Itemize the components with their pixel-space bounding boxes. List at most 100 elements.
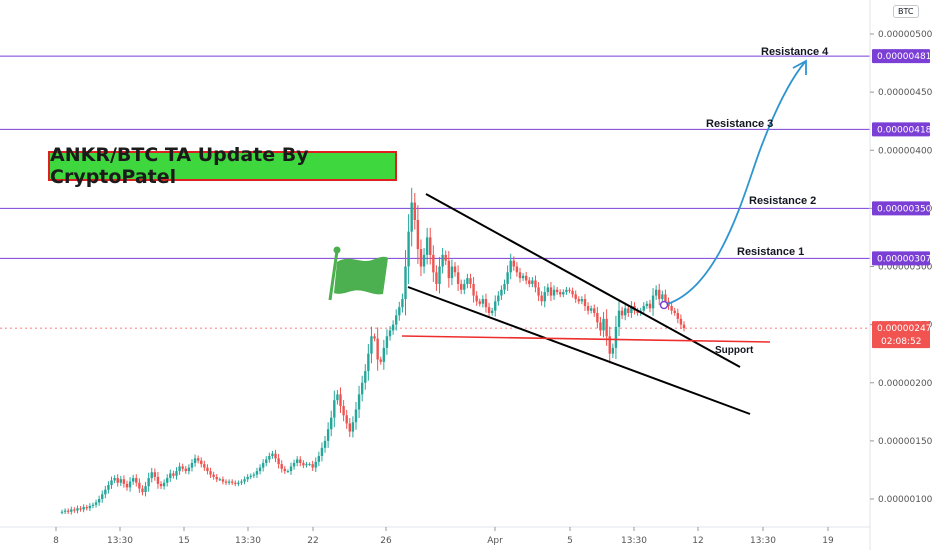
candle-body xyxy=(373,336,376,339)
candle xyxy=(125,480,129,491)
candle-body xyxy=(172,473,175,476)
resistance-1-price-tag xyxy=(872,251,930,266)
x-tick-label: 22 xyxy=(307,536,318,546)
support-line[interactable] xyxy=(401,335,771,343)
x-tick-label: 26 xyxy=(380,536,392,546)
candle-body xyxy=(654,289,658,296)
candle xyxy=(333,390,336,428)
chart-title: ANKR/BTC TA Update By CryptoPatel xyxy=(48,144,397,188)
candle xyxy=(187,464,191,475)
candle-body xyxy=(441,254,444,267)
candle-body xyxy=(184,468,187,472)
candle xyxy=(580,296,584,305)
candle xyxy=(630,301,633,318)
candle-body xyxy=(212,474,215,477)
candle xyxy=(487,302,491,318)
candle xyxy=(596,307,599,329)
x-tick-label: 5 xyxy=(567,536,573,546)
x-tick-label: 8 xyxy=(53,536,59,546)
candle xyxy=(107,481,110,494)
candle-body xyxy=(518,272,522,279)
candle xyxy=(73,507,76,513)
candle-body xyxy=(410,202,413,232)
candle-body xyxy=(422,254,426,267)
candle xyxy=(342,400,345,422)
candle xyxy=(562,289,565,298)
candle xyxy=(617,301,621,337)
candle xyxy=(648,299,652,313)
y-tick-label: 0.00000450 xyxy=(878,88,932,98)
candle-body xyxy=(370,336,373,354)
candle xyxy=(651,288,655,316)
projection-arrow[interactable] xyxy=(663,61,806,306)
candle-body xyxy=(215,476,218,480)
candle xyxy=(113,475,116,484)
candle-body xyxy=(268,455,271,460)
candle-body xyxy=(190,462,194,468)
candle xyxy=(283,465,287,474)
candle xyxy=(407,214,410,284)
x-tick-label: 15 xyxy=(178,536,189,546)
candle-body xyxy=(258,467,262,472)
x-tick-label: Apr xyxy=(487,536,503,546)
candle-body xyxy=(339,394,342,406)
candle-body xyxy=(342,406,345,416)
candle-body xyxy=(320,447,324,456)
candle-body xyxy=(162,482,166,487)
candle xyxy=(435,265,438,291)
candle xyxy=(484,293,488,313)
candle xyxy=(144,481,147,497)
candle xyxy=(559,289,562,298)
candle xyxy=(193,454,197,467)
candle xyxy=(524,271,528,285)
candle xyxy=(252,472,256,479)
wedge-upper-line[interactable] xyxy=(425,193,741,368)
candle-body xyxy=(528,280,531,284)
candle xyxy=(305,461,308,468)
candle-body xyxy=(110,480,113,486)
x-tick-label: 13:30 xyxy=(750,536,776,546)
candle xyxy=(367,344,370,381)
candle xyxy=(555,286,559,295)
candle-body xyxy=(88,505,92,509)
candle-body xyxy=(497,295,500,302)
candle xyxy=(317,451,321,467)
candle-body xyxy=(608,336,611,354)
candle xyxy=(599,316,602,336)
candle-body xyxy=(70,509,73,512)
resistance-4-label: Resistance 4 xyxy=(761,46,829,58)
candle xyxy=(147,472,150,492)
wedge-lower-line[interactable] xyxy=(407,286,751,415)
resistance-2-price-text: 0.00000350 xyxy=(877,204,932,214)
candle xyxy=(611,343,615,359)
candle xyxy=(308,462,311,466)
candle-body xyxy=(187,467,191,472)
candle-body xyxy=(119,479,122,483)
candle-body xyxy=(658,289,661,300)
candle xyxy=(466,273,469,289)
candle xyxy=(574,290,577,303)
candle-body xyxy=(234,482,237,484)
candle xyxy=(230,479,234,485)
candle xyxy=(255,467,259,478)
candle xyxy=(141,485,144,496)
resistance-1-price-text: 0.00000307 xyxy=(877,254,931,264)
candle-body xyxy=(330,417,333,430)
candle-body xyxy=(166,478,169,483)
candle-body xyxy=(113,478,116,481)
candle xyxy=(184,465,187,474)
candle-body xyxy=(107,485,110,490)
candle xyxy=(162,479,166,490)
resistance-3-price-text: 0.00000418 xyxy=(877,125,932,135)
candle-body xyxy=(630,306,633,313)
candle-body xyxy=(351,422,355,432)
candle xyxy=(382,339,386,370)
candle xyxy=(70,506,73,515)
currency-badge[interactable]: BTC xyxy=(893,5,919,18)
candle xyxy=(119,475,122,487)
candle xyxy=(441,247,444,274)
candle xyxy=(354,401,358,430)
candle xyxy=(311,460,314,471)
candle-body xyxy=(218,479,222,481)
